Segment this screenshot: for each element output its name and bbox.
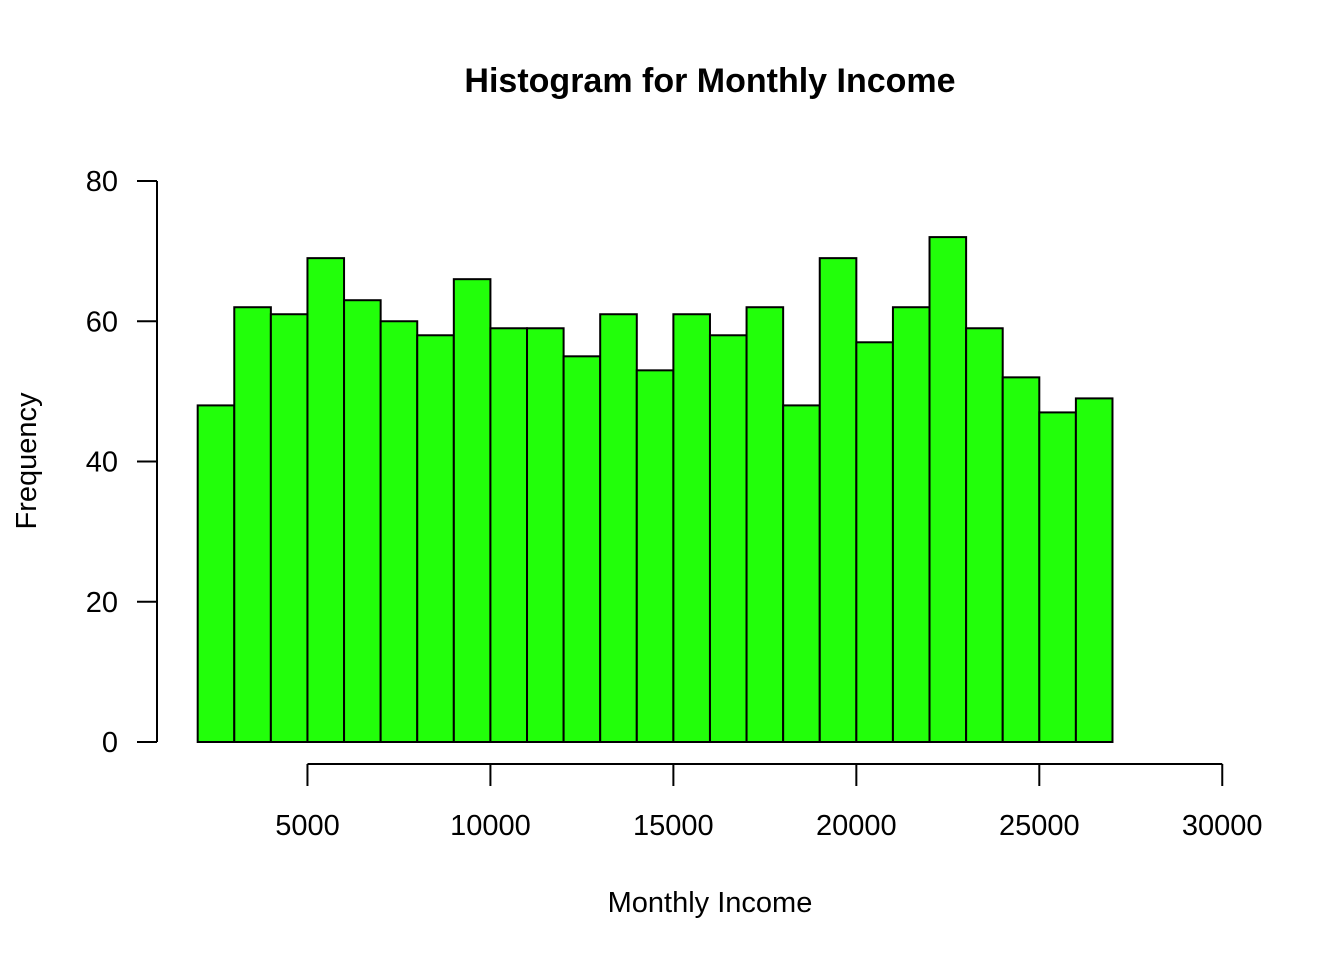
histogram-bar [599,313,638,743]
histogram-bar [635,369,675,743]
y-tick-label: 80 [86,166,118,198]
histogram-bar [452,278,492,743]
histogram-bar [416,334,455,743]
x-tick-label: 20000 [816,810,897,842]
histogram-bar [928,236,968,743]
histogram-bar [379,320,419,743]
histogram-bar [196,404,236,743]
y-tick-label: 60 [86,306,118,338]
histogram-bar [672,313,711,743]
x-tick-label: 30000 [1182,810,1263,842]
histogram-bar [708,334,748,743]
histogram-bar [1038,411,1077,743]
y-tick-label: 40 [86,447,118,479]
y-axis: 0 20 40 60 80 [86,166,158,759]
histogram-bar [489,327,529,743]
x-tick-label: 5000 [275,810,340,842]
histogram-bar [306,257,346,743]
x-axis-label: Monthly Income [608,887,813,919]
histogram-bar [269,313,309,743]
histogram-bar [855,341,894,743]
y-axis-label: Frequency [11,392,43,530]
histogram-bar [1001,376,1041,743]
x-tick-label: 25000 [999,810,1080,842]
histogram-bar [526,327,565,743]
x-tick-label: 10000 [450,810,531,842]
histogram-bar [782,404,821,743]
x-axis: 5000 10000 15000 20000 25000 30000 [275,763,1263,842]
y-tick-label: 20 [86,587,118,619]
histogram-bar [1074,397,1114,743]
histogram-bar [233,306,272,743]
bars-group [196,236,1114,743]
chart-title: Histogram for Monthly Income [464,62,955,100]
histogram-bar [965,327,1004,743]
histogram-bar [818,257,858,743]
histogram-bar [343,299,382,743]
x-tick-label: 15000 [633,810,714,842]
histogram-bar [745,306,785,743]
histogram-bar [562,355,602,743]
y-tick-label: 0 [102,727,118,759]
histogram-bar [891,306,931,743]
